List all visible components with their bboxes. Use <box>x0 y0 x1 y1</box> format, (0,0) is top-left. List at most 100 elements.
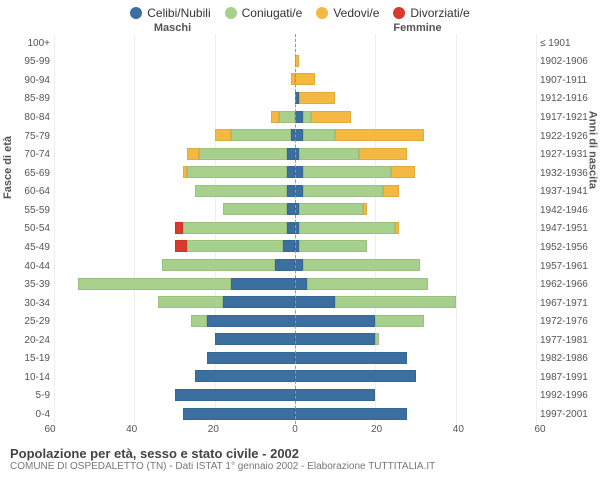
x-tick: 20 <box>371 424 382 435</box>
x-tick: 60 <box>534 424 545 435</box>
bar-segment-con <box>183 222 287 234</box>
x-axis: 6040200204060 <box>0 424 600 440</box>
bar-row <box>295 55 536 69</box>
birth-year-tick: 1907-1911 <box>540 75 587 86</box>
age-tick: 80-84 <box>24 112 50 123</box>
bar-row <box>54 296 295 310</box>
bar-row <box>54 92 295 106</box>
legend-item: Coniugati/e <box>225 6 303 20</box>
age-tick: 100+ <box>27 38 50 49</box>
bar-segment-con <box>195 185 287 197</box>
bar-row <box>54 259 295 273</box>
bar-row <box>295 240 536 254</box>
bar-row <box>295 36 536 50</box>
age-tick: 30-34 <box>24 298 50 309</box>
legend-dot <box>130 7 142 19</box>
bar-row <box>54 129 295 143</box>
age-tick: 50-54 <box>24 223 50 234</box>
birth-year-tick: 1947-1951 <box>540 223 588 234</box>
legend-item: Vedovi/e <box>316 6 379 20</box>
age-axis: 100+95-9990-9485-8980-8475-7970-7465-696… <box>0 34 54 424</box>
bar-segment-con <box>187 240 283 252</box>
bar-segment-cel <box>295 185 303 197</box>
bar-row <box>54 333 295 347</box>
x-tick: 40 <box>126 424 137 435</box>
age-tick: 45-49 <box>24 242 50 253</box>
age-tick: 5-9 <box>36 390 50 401</box>
chart-subtitle: COMUNE DI OSPEDALETTO (TN) - Dati ISTAT … <box>10 461 590 472</box>
birth-year-tick: 1912-1916 <box>540 93 588 104</box>
bar-row <box>295 111 536 125</box>
age-tick: 55-59 <box>24 205 50 216</box>
bar-row <box>54 166 295 180</box>
birth-year-tick: 1917-1921 <box>540 112 588 123</box>
bar-segment-con <box>307 278 428 290</box>
bar-segment-ved <box>295 73 315 85</box>
bar-row <box>295 296 536 310</box>
birth-year-tick: 1952-1956 <box>540 242 588 253</box>
bar-segment-cel <box>287 166 295 178</box>
bar-row <box>295 203 536 217</box>
male-bars <box>54 34 295 424</box>
bar-segment-con <box>279 111 295 123</box>
bar-row <box>54 222 295 236</box>
bar-segment-cel <box>287 203 295 215</box>
bar-row <box>54 55 295 69</box>
bar-segment-ved <box>299 92 335 104</box>
bar-segment-cel <box>295 111 303 123</box>
bar-segment-cel <box>295 166 303 178</box>
age-tick: 70-74 <box>24 149 50 160</box>
bar-row <box>54 73 295 87</box>
x-tick: 60 <box>44 424 55 435</box>
birth-year-tick: 1962-1966 <box>540 279 588 290</box>
bar-segment-con <box>375 333 379 345</box>
bar-row <box>54 148 295 162</box>
bar-segment-cel <box>295 129 303 141</box>
bar-row <box>295 333 536 347</box>
birth-year-tick: 1972-1976 <box>540 316 588 327</box>
bar-segment-con <box>303 129 335 141</box>
bar-segment-cel <box>195 370 295 382</box>
age-tick: 65-69 <box>24 168 50 179</box>
bar-segment-cel <box>295 278 307 290</box>
bar-segment-cel <box>295 315 375 327</box>
female-bars <box>295 34 536 424</box>
birth-year-tick: 1987-1991 <box>540 372 588 383</box>
bar-segment-con <box>199 148 287 160</box>
bar-segment-cel <box>295 259 303 271</box>
bar-segment-ved <box>363 203 367 215</box>
age-tick: 35-39 <box>24 279 50 290</box>
x-tick: 0 <box>292 424 298 435</box>
birth-year-tick: 1957-1961 <box>540 261 588 272</box>
bar-segment-ved <box>383 185 399 197</box>
bar-row <box>54 278 295 292</box>
bar-segment-ved <box>395 222 399 234</box>
chart-title: Popolazione per età, sesso e stato civil… <box>10 446 590 461</box>
bar-row <box>295 370 536 384</box>
bar-segment-cel <box>283 240 295 252</box>
legend-label: Coniugati/e <box>242 6 303 20</box>
bar-row <box>295 185 536 199</box>
bar-row <box>295 259 536 273</box>
legend-dot <box>316 7 328 19</box>
age-tick: 0-4 <box>36 409 50 420</box>
bar-segment-con <box>375 315 423 327</box>
bar-segment-con <box>299 240 367 252</box>
age-tick: 20-24 <box>24 335 50 346</box>
birth-year-tick: 1942-1946 <box>540 205 588 216</box>
legend-label: Vedovi/e <box>333 6 379 20</box>
bar-row <box>54 389 295 403</box>
bar-segment-cel <box>295 352 407 364</box>
plot <box>54 34 536 424</box>
bar-segment-ved <box>359 148 407 160</box>
bar-segment-cel <box>295 296 335 308</box>
center-line <box>295 34 296 424</box>
bar-row <box>54 315 295 329</box>
birth-year-tick: 1992-1996 <box>540 390 588 401</box>
bar-segment-con <box>299 148 359 160</box>
bar-segment-cel <box>223 296 295 308</box>
male-label: Maschi <box>50 22 295 34</box>
birth-year-tick: 1977-1981 <box>540 335 588 346</box>
bar-segment-ved <box>187 148 199 160</box>
bar-segment-con <box>303 111 311 123</box>
